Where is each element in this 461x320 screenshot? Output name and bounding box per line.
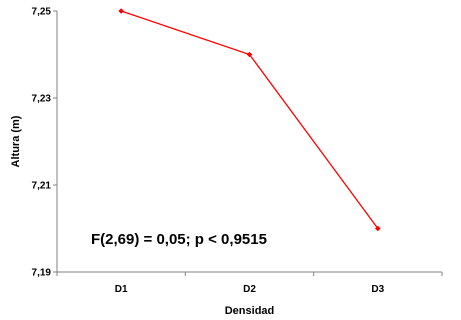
x-tick-label: D2 xyxy=(243,284,256,295)
x-tick-label: D3 xyxy=(371,284,384,295)
y-tick-label: 7,25 xyxy=(32,7,52,18)
y-axis-label: Altura (m) xyxy=(10,115,22,167)
data-point xyxy=(375,225,381,232)
x-tick-label: D1 xyxy=(115,284,128,295)
statistics-annotation: F(2,69) = 0,05; p < 0,9515 xyxy=(91,231,267,248)
data-point xyxy=(246,51,253,58)
y-tick-label: 7,21 xyxy=(32,181,52,192)
x-axis-ticks: D1 D2 D3 xyxy=(56,272,443,295)
x-axis-label: Densidad xyxy=(225,305,275,317)
series-altura xyxy=(118,8,381,232)
y-tick-label: 7,19 xyxy=(32,268,52,279)
series-line xyxy=(120,10,379,229)
data-point xyxy=(118,8,124,14)
y-tick-label: 7,23 xyxy=(32,94,52,105)
y-axis-ticks: 7,25 7,23 7,21 7,19 xyxy=(32,7,57,279)
